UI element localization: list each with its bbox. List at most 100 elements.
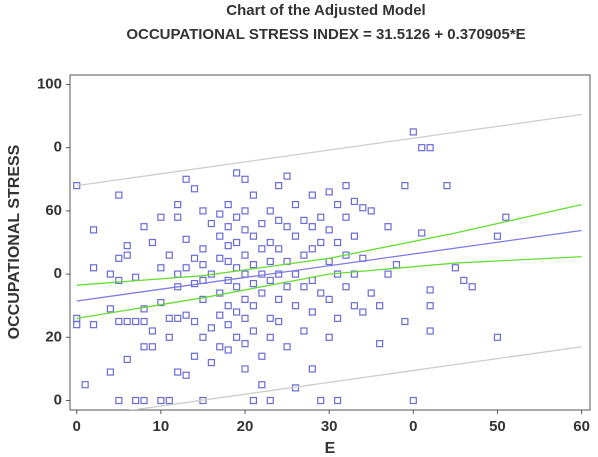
data-point [275,295,283,303]
x-tick-label: 30 [321,418,338,435]
data-point [207,358,215,367]
y-tick-label: 0 [54,391,62,408]
data-point [275,182,283,190]
data-point [199,245,207,253]
data-point [241,295,249,303]
data-point [174,314,182,322]
data-point [367,289,375,297]
data-point [216,254,224,262]
data-point [190,254,199,262]
data-point [266,333,274,341]
data-point [241,251,249,259]
data-point [460,276,468,285]
data-point [350,270,359,278]
data-point [275,270,283,278]
data-point [89,321,98,329]
data-point [283,283,291,291]
data-point [493,333,502,341]
data-point [451,264,459,272]
data-point [401,182,409,190]
data-point [106,270,114,278]
data-point [233,264,241,272]
data-point [224,223,232,231]
data-point [148,343,157,351]
data-point [258,381,266,389]
data-point [308,365,316,373]
data-point [249,396,258,405]
data-point [233,283,241,291]
data-point [174,200,182,209]
data-point [241,207,249,215]
data-point [283,223,291,231]
data-point [308,191,316,199]
data-point [266,396,274,405]
data-point [207,219,215,228]
data-point [224,200,232,209]
data-point [123,251,131,259]
data-point [308,276,316,285]
data-point [350,232,359,240]
data-point [190,352,199,360]
data-point [308,308,316,316]
data-point [165,396,173,405]
data-point [333,238,342,247]
x-tick-label: 0 [409,418,417,435]
data-point [426,286,434,294]
data-point [224,302,232,310]
data-point [132,396,140,405]
data-point [258,245,266,253]
data-point [308,245,316,253]
data-point [157,213,165,221]
data-point [266,238,274,247]
y-tick-label: 0 [54,139,62,156]
data-point [165,333,173,341]
data-point [493,232,502,240]
data-point [443,182,451,190]
y-tick-label: 60 [45,202,62,219]
data-point [81,381,89,389]
fit-line [76,203,582,286]
chart-subtitle: OCCUPATIONAL STRESS INDEX = 31.5126 + 0.… [126,26,525,43]
data-point [418,144,426,152]
data-point [249,261,258,269]
fit-line [76,229,582,302]
data-point [426,302,434,310]
data-point [115,396,123,405]
data-point [325,295,333,303]
data-point [350,197,359,206]
data-point [275,317,283,326]
data-point [182,371,190,379]
data-point [342,182,350,190]
data-point [224,321,232,329]
data-point [199,295,207,303]
data-point [249,327,258,335]
data-point [359,308,367,316]
chart-title: Chart of the Adjusted Model [226,2,425,19]
data-point [300,283,308,291]
x-tick-label: 10 [153,418,170,435]
data-point [157,396,165,405]
data-point [502,213,510,221]
data-point [174,213,182,221]
data-point [342,213,350,221]
data-point [233,333,241,341]
data-point [132,273,140,281]
data-point [115,191,123,199]
data-point [258,219,266,228]
data-point [426,327,434,335]
plot-area [73,113,582,410]
data-point [123,242,131,250]
data-point [241,314,249,322]
data-point [233,308,241,316]
data-point [148,238,157,247]
data-point [409,128,417,136]
data-point [140,223,148,231]
data-point [224,257,232,266]
data-point [342,283,350,291]
data-point [249,191,258,199]
data-point [325,257,333,266]
data-point [182,175,190,183]
data-point [359,204,367,212]
data-point [350,302,359,310]
